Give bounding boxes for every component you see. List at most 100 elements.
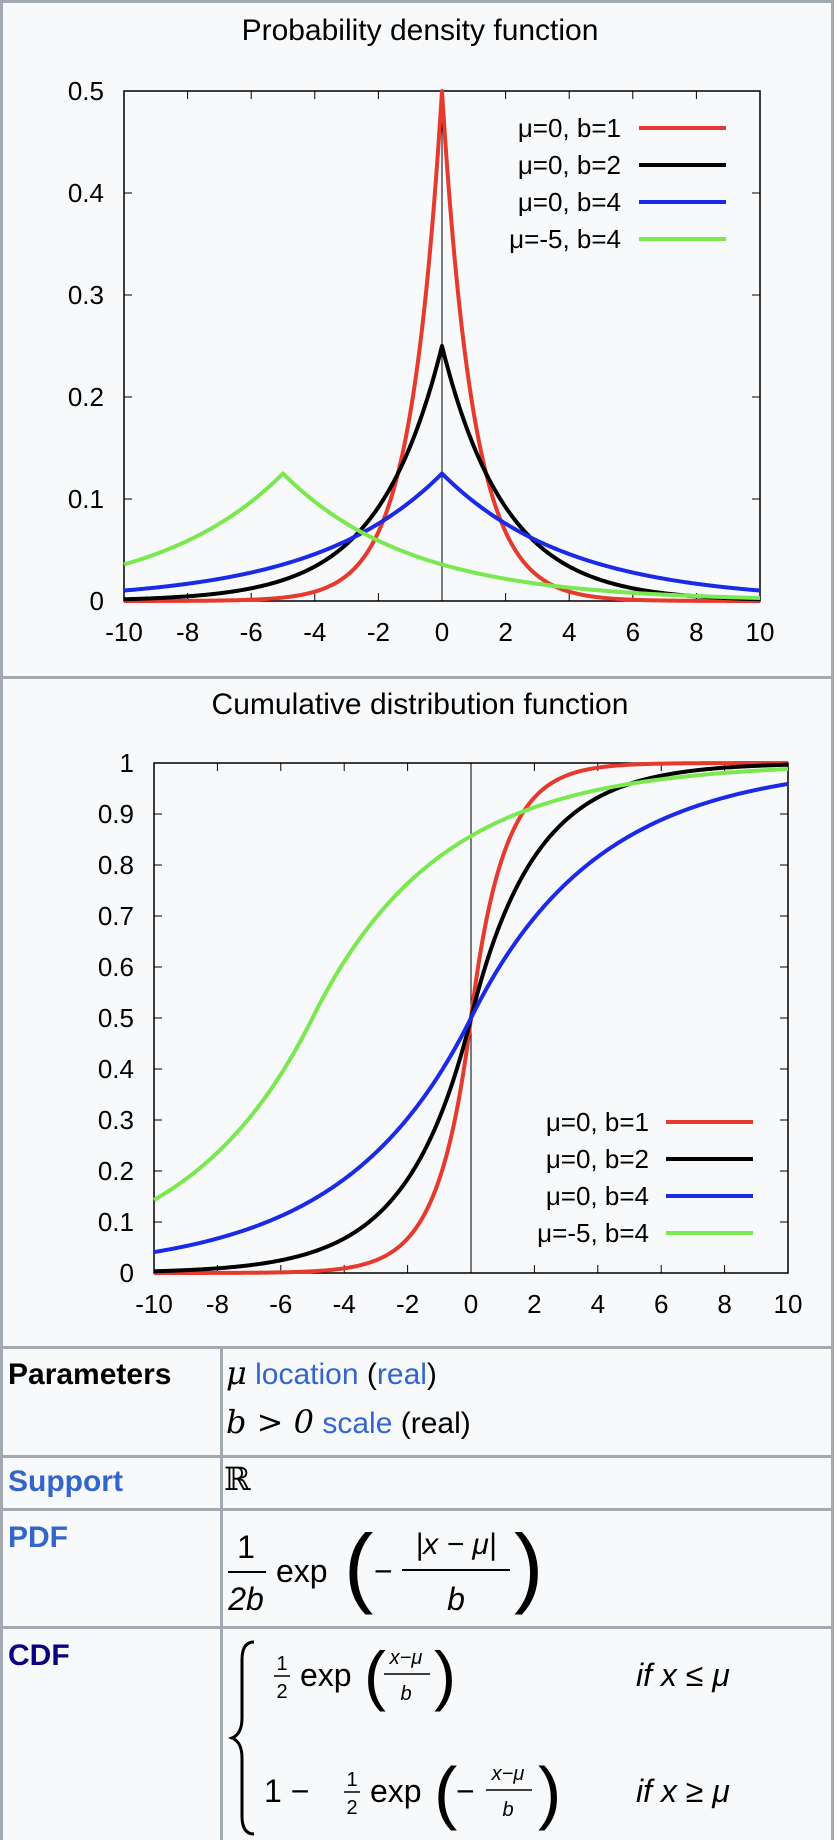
svg-text:exp: exp	[370, 1773, 422, 1809]
pdf-frac-num: 1	[237, 1529, 255, 1565]
cdf-case1-cond: if x ≤ μ	[636, 1657, 730, 1693]
svg-text:2: 2	[346, 1797, 357, 1819]
legend-label: μ=0, b=4	[518, 187, 621, 217]
pdf-chart-title: Probability density function	[241, 14, 599, 47]
x-tick-label: -2	[396, 1289, 419, 1319]
pdf-chart: -10 -8 -6 -4 -2 0 2 4 6 8 10 0 0.1 0.2 0.3 0.4 0.5 μ=0, b…	[68, 76, 775, 647]
pdf-inner-num: |x − μ|	[415, 1528, 496, 1561]
paren-left: (	[344, 1516, 373, 1615]
y-tick-label: 0.3	[98, 1105, 134, 1135]
cdf-frac-den: b	[400, 1683, 411, 1705]
x-tick-label: 8	[717, 1289, 731, 1319]
paren-open: (	[366, 1358, 377, 1391]
x-tick-label: 0	[435, 617, 449, 647]
parameters-label: Parameters	[8, 1358, 172, 1391]
series-line-1	[123, 89, 761, 603]
svg-text:1: 1	[346, 1769, 357, 1791]
x-tick-label: 2	[527, 1289, 541, 1319]
svg-text:x−μ: x−μ	[491, 1763, 525, 1785]
support-label[interactable]: Support	[8, 1465, 123, 1498]
row-border	[3, 1508, 831, 1511]
cdf-chart: -10 -8 -6 -4 -2 0 2 4 6 8 10 0 0.1 0.2 0.3 0.4 0.5 0.6 0.7…	[98, 748, 803, 1319]
x-tick-label: 2	[498, 617, 512, 647]
pdf-frac-den: 2b	[227, 1581, 264, 1617]
svg-text:(: (	[434, 1753, 457, 1831]
cdf-exp: exp	[300, 1657, 352, 1693]
svg-text:(: (	[364, 1638, 386, 1712]
cdf-half-den: 2	[276, 1681, 287, 1703]
x-tick-label: -4	[303, 617, 326, 647]
b-condition: b > 0	[226, 1403, 314, 1441]
row-border	[3, 1455, 831, 1458]
parameter-location: μ location (real)	[226, 1354, 437, 1392]
cdf-formula: 1 2 exp ( x−μ b ) if x ≤ μ 1 − 1 2 exp (…	[227, 1638, 730, 1836]
y-tick-label: 0.6	[98, 952, 134, 982]
legend-label: μ=0, b=1	[518, 113, 621, 143]
row-border	[3, 1346, 831, 1349]
legend-label: μ=-5, b=4	[537, 1218, 649, 1248]
support-value: ℝ	[224, 1460, 251, 1498]
x-tick-label: -10	[105, 617, 143, 647]
series-line-4	[152, 767, 789, 1202]
y-tick-label: 0.1	[68, 484, 104, 514]
y-tick-label: 0.4	[98, 1054, 134, 1084]
legend-label: μ=-5, b=4	[509, 224, 621, 254]
x-tick-label: 0	[464, 1289, 478, 1319]
series-line-3	[123, 471, 761, 593]
x-tick-label: -8	[206, 1289, 229, 1319]
cdf-chart-title: Cumulative distribution function	[211, 688, 629, 721]
x-tick-label: 4	[591, 1289, 605, 1319]
scale-link[interactable]: scale	[322, 1407, 393, 1440]
x-tick-label: -6	[240, 617, 263, 647]
y-tick-label: 0	[90, 586, 104, 616]
x-tick-label: 6	[654, 1289, 668, 1319]
y-tick-label: 0.2	[98, 1156, 134, 1186]
y-tick-label: 0.8	[98, 850, 134, 880]
y-tick-label: 0.5	[98, 1003, 134, 1033]
cdf-case2-cond: if x ≥ μ	[636, 1773, 730, 1809]
pdf-formula: 1 2b exp ( − |x − μ| b )	[227, 1516, 543, 1617]
x-tick-label: -4	[333, 1289, 356, 1319]
cdf-case2-prefix: 1 −	[264, 1773, 309, 1809]
legend-label: μ=0, b=1	[546, 1107, 649, 1137]
real-link[interactable]: real	[376, 1358, 427, 1391]
svg-text:): )	[434, 1638, 456, 1712]
svg-text:): )	[538, 1753, 561, 1831]
x-tick-label: 10	[746, 617, 775, 647]
legend-label: μ=0, b=2	[518, 150, 621, 180]
y-tick-label: 0.4	[68, 178, 104, 208]
cdf-label[interactable]: CDF	[8, 1639, 70, 1672]
y-tick-label: 0.1	[98, 1207, 134, 1237]
legend-label: μ=0, b=4	[546, 1181, 649, 1211]
y-tick-label: 0.5	[68, 76, 104, 106]
pdf-label[interactable]: PDF	[8, 1521, 68, 1554]
paren-right: )	[514, 1516, 543, 1615]
x-tick-label: -2	[367, 617, 390, 647]
y-tick-label: 0.3	[68, 280, 104, 310]
x-tick-label: 4	[562, 617, 576, 647]
location-link[interactable]: location	[255, 1358, 359, 1391]
series-line-2	[123, 344, 761, 602]
series-line-4	[123, 471, 761, 600]
x-tick-label: 10	[774, 1289, 803, 1319]
separator	[3, 676, 831, 679]
x-tick-label: 8	[689, 617, 703, 647]
x-tick-label: -10	[135, 1289, 173, 1319]
legend-label: μ=0, b=2	[546, 1144, 649, 1174]
cdf-case2-minus: −	[456, 1773, 475, 1809]
y-tick-label: 1	[120, 748, 134, 778]
column-border	[220, 1346, 223, 1840]
scale-type: (real)	[400, 1407, 471, 1440]
series-line-3	[153, 781, 789, 1255]
cdf-frac-num: x−μ	[389, 1647, 423, 1669]
y-tick-label: 0.7	[98, 901, 134, 931]
pdf-inner-den: b	[447, 1581, 465, 1617]
y-tick-label: 0.9	[98, 799, 134, 829]
cdf-half-num: 1	[276, 1653, 287, 1675]
brace	[227, 1640, 255, 1836]
x-tick-label: -6	[269, 1289, 292, 1319]
y-tick-label: 0	[120, 1258, 134, 1288]
x-tick-label: -8	[176, 617, 199, 647]
svg-text:b: b	[502, 1799, 513, 1821]
